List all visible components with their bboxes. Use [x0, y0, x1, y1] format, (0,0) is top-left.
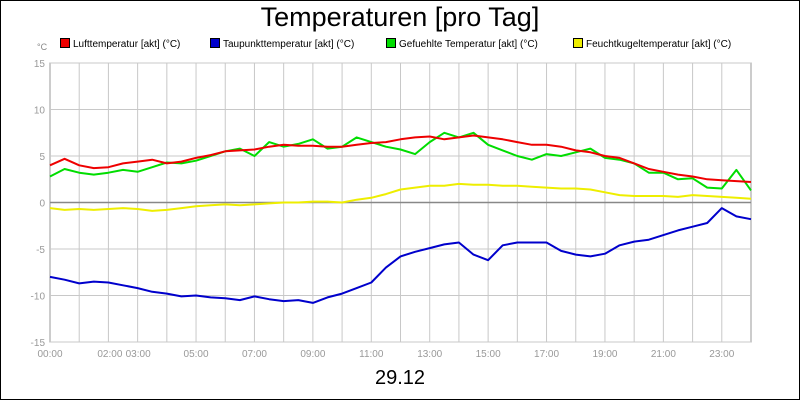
x-tick-label: 21:00 — [651, 349, 676, 360]
legend-item-feuchtkugeltemperatur: Feuchtkugeltemperatur [akt] (°C) — [573, 38, 731, 50]
x-tick-label: 07:00 — [242, 349, 267, 360]
legend-label: Taupunkttemperatur [akt] (°C) — [223, 39, 355, 50]
legend-item-lufttemperatur: Lufttemperatur [akt] (°C) — [60, 38, 180, 50]
chart-title: Temperaturen [pro Tag] — [260, 2, 540, 32]
date-label: 29.12 — [374, 367, 426, 389]
x-tick-label: 11:00 — [359, 349, 384, 360]
series-line-3 — [49, 182, 752, 212]
legend-label: Feuchtkugeltemperatur [akt] (°C) — [586, 39, 732, 50]
x-tick-label: 23:00 — [709, 349, 734, 360]
legend-item-taupunkttemperatur: Taupunkttemperatur [akt] (°C) — [210, 38, 354, 50]
legend-swatch-icon — [210, 38, 220, 48]
x-tick-label: 19:00 — [592, 349, 617, 360]
x-tick-label: 05:00 — [184, 349, 209, 360]
legend-swatch-icon — [386, 38, 396, 48]
y-tick-label: -10 — [31, 292, 46, 303]
legend-label: Lufttemperatur [akt] (°C) — [73, 39, 181, 50]
x-tick-label: 09:00 — [300, 349, 325, 360]
legend-item-gefuehlte-temperatur: Gefuehlte Temperatur [akt] (°C) — [386, 38, 538, 50]
legend-swatch-icon — [573, 38, 583, 48]
legend-swatch-icon — [60, 38, 70, 48]
x-tick-label: 03:00 — [126, 349, 151, 360]
x-tick-label: 17:00 — [534, 349, 559, 360]
x-tick-label: 00:00 — [37, 349, 62, 360]
y-tick-label: -15 — [31, 338, 46, 349]
x-tick-label: 15:00 — [476, 349, 501, 360]
series-line-1 — [49, 207, 752, 304]
y-tick-label: 10 — [34, 106, 46, 117]
legend-label: Gefuehlte Temperatur [akt] (°C) — [399, 39, 538, 50]
y-tick-label: 0 — [39, 199, 45, 210]
legend: Lufttemperatur [akt] (°C) Taupunkttemper… — [0, 38, 800, 52]
y-unit-label: °C — [37, 42, 48, 52]
y-tick-label: 15 — [34, 59, 46, 70]
y-tick-label: 5 — [39, 152, 45, 163]
x-tick-label: 13:00 — [417, 349, 442, 360]
x-tick-label: 02:00 — [97, 349, 122, 360]
y-tick-label: -5 — [36, 245, 45, 256]
series-line-0 — [49, 134, 752, 183]
